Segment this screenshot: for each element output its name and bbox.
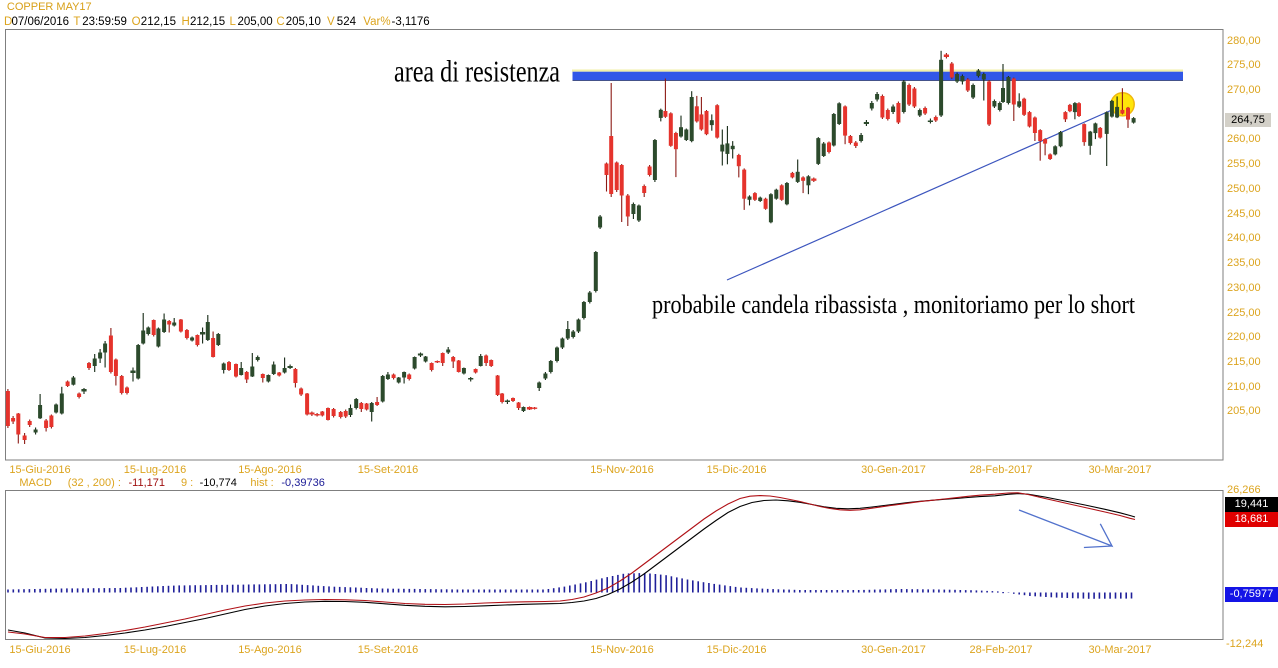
svg-text:area di resistenza: area di resistenza bbox=[394, 54, 560, 89]
svg-text:probabile candela ribassista ,: probabile candela ribassista , monitoria… bbox=[652, 290, 1136, 319]
